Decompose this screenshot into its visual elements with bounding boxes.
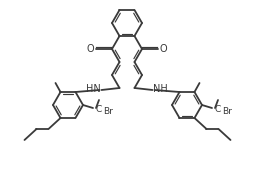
Text: Br: Br <box>221 107 231 116</box>
Text: Br: Br <box>103 107 113 116</box>
Text: O: O <box>159 44 167 54</box>
Text: NH: NH <box>152 84 167 94</box>
Text: C: C <box>96 104 102 113</box>
Text: C: C <box>214 104 220 113</box>
Text: O: O <box>86 44 94 54</box>
Text: HN: HN <box>86 84 101 94</box>
